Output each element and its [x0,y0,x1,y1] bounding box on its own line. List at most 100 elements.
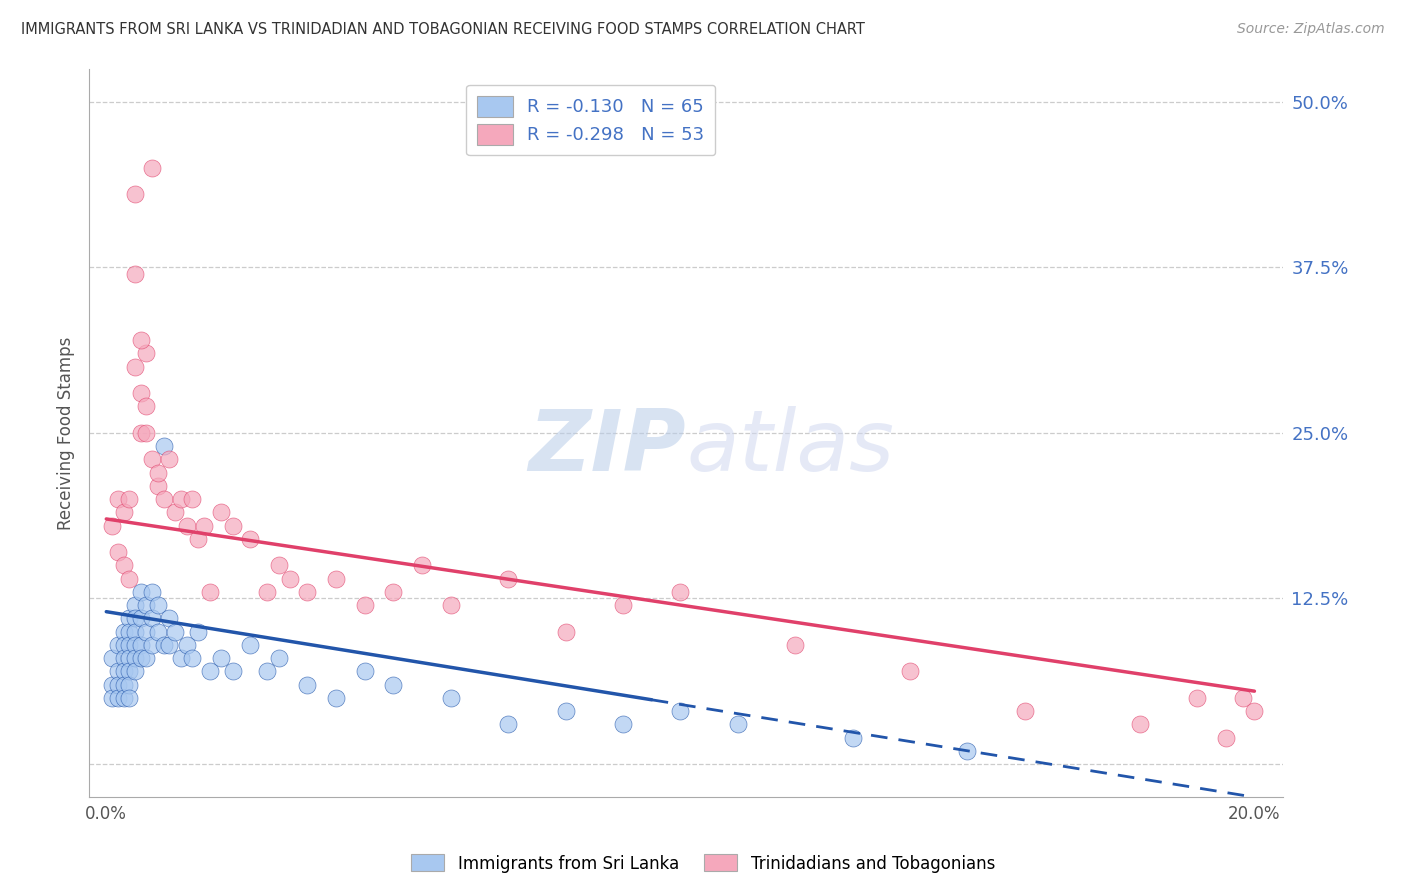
Point [107,677,129,691]
Point [112,651,135,665]
Point [129,651,152,665]
Point [209,505,232,519]
Point [112,690,135,705]
Point [612,598,634,612]
Point [267,558,290,573]
Point [124,665,146,679]
Point [1185,690,1208,705]
Point [129,638,152,652]
Point [146,624,169,639]
Point [152,439,174,453]
Point [135,400,157,414]
Point [112,624,135,639]
Point [124,638,146,652]
Point [112,677,135,691]
Point [181,491,204,506]
Point [141,584,163,599]
Point [256,584,278,599]
Point [159,638,181,652]
Point [129,333,152,347]
Point [496,717,519,731]
Point [496,572,519,586]
Point [554,624,576,639]
Point [118,651,141,665]
Point [107,545,129,559]
Point [146,598,169,612]
Point [669,584,692,599]
Point [101,677,124,691]
Point [135,425,157,440]
Point [118,690,141,705]
Point [159,611,181,625]
Point [554,704,576,718]
Text: atlas: atlas [686,406,894,489]
Point [382,584,405,599]
Point [1232,690,1254,705]
Point [124,624,146,639]
Point [146,466,169,480]
Point [118,665,141,679]
Point [112,665,135,679]
Point [221,518,243,533]
Point [170,491,193,506]
Point [112,558,135,573]
Point [898,665,921,679]
Point [118,677,141,691]
Point [187,624,209,639]
Point [118,638,141,652]
Point [221,665,243,679]
Point [176,518,198,533]
Point [141,611,163,625]
Point [325,572,347,586]
Point [411,558,433,573]
Legend: Immigrants from Sri Lanka, Trinidadians and Tobagonians: Immigrants from Sri Lanka, Trinidadians … [405,847,1001,880]
Point [152,638,174,652]
Point [1243,704,1265,718]
Point [118,491,141,506]
Point [239,532,262,546]
Point [841,731,863,745]
Point [1215,731,1237,745]
Point [440,690,463,705]
Point [612,717,634,731]
Point [141,638,163,652]
Point [107,665,129,679]
Y-axis label: Receiving Food Stamps: Receiving Food Stamps [58,336,75,530]
Point [440,598,463,612]
Point [198,665,221,679]
Point [101,651,124,665]
Legend: R = -0.130   N = 65, R = -0.298   N = 53: R = -0.130 N = 65, R = -0.298 N = 53 [465,85,716,155]
Point [1129,717,1152,731]
Point [129,386,152,401]
Text: Source: ZipAtlas.com: Source: ZipAtlas.com [1237,22,1385,37]
Point [135,624,157,639]
Point [141,452,163,467]
Point [112,505,135,519]
Text: ZIP: ZIP [529,406,686,489]
Point [124,598,146,612]
Point [193,518,215,533]
Point [353,598,375,612]
Point [727,717,749,731]
Point [159,452,181,467]
Point [118,572,141,586]
Point [239,638,262,652]
Point [297,584,319,599]
Point [107,491,129,506]
Point [785,638,807,652]
Point [135,598,157,612]
Point [101,518,124,533]
Point [118,624,141,639]
Point [152,491,174,506]
Point [297,677,319,691]
Point [256,665,278,679]
Point [129,425,152,440]
Point [112,638,135,652]
Point [141,161,163,175]
Point [165,624,187,639]
Point [118,611,141,625]
Point [165,505,187,519]
Point [146,479,169,493]
Point [278,572,301,586]
Point [170,651,193,665]
